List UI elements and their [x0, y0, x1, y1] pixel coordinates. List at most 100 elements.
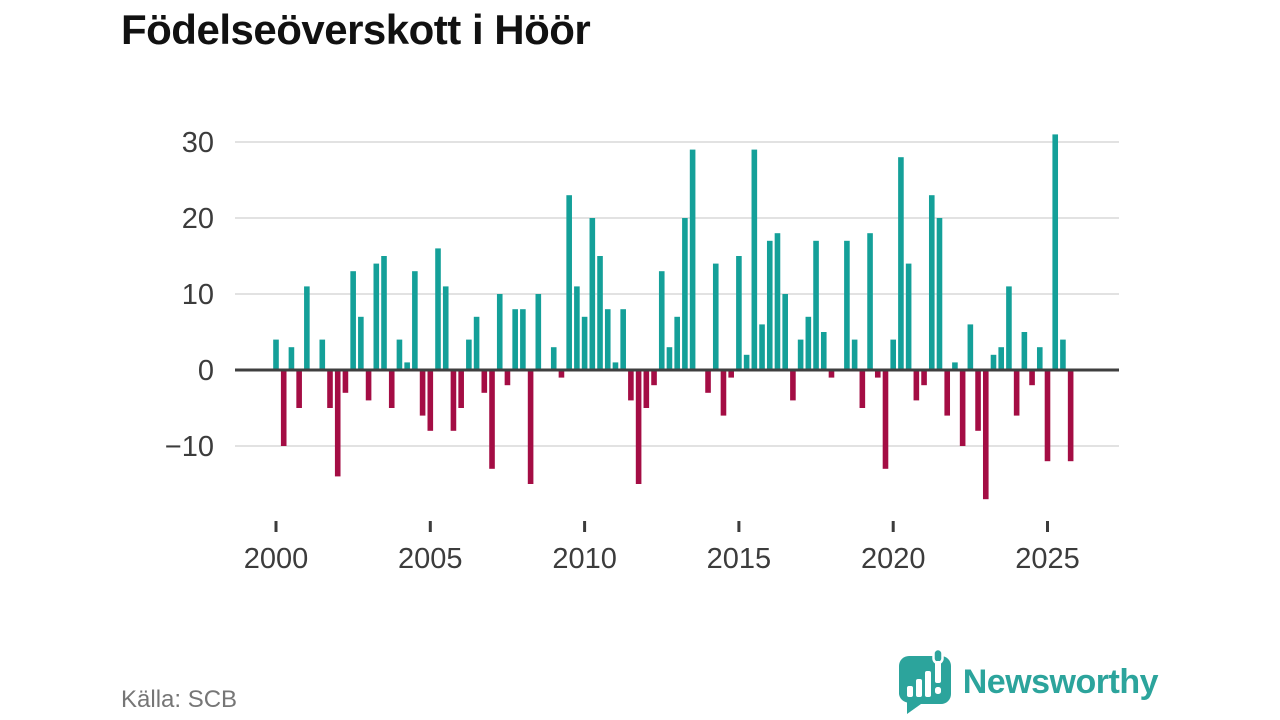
bar	[481, 370, 488, 393]
bar	[365, 370, 372, 401]
bar	[743, 354, 750, 370]
bar	[358, 316, 364, 370]
bar	[566, 195, 572, 370]
bar	[1060, 339, 1066, 370]
bar	[712, 263, 719, 370]
bar	[651, 370, 657, 386]
bar	[658, 271, 665, 370]
bar	[1021, 332, 1028, 370]
x-axis-tick-label: 2000	[244, 543, 309, 575]
bar-small	[906, 686, 913, 697]
bar	[736, 256, 742, 370]
bar	[550, 347, 557, 370]
bar	[936, 218, 943, 370]
bar	[520, 309, 526, 370]
bar	[612, 362, 619, 370]
bar	[790, 370, 796, 401]
bar	[874, 370, 881, 378]
bar	[334, 370, 341, 477]
bar	[342, 370, 349, 393]
bar	[458, 370, 464, 408]
bar	[1036, 347, 1043, 370]
bar	[504, 370, 511, 386]
bar	[396, 339, 403, 370]
bar	[388, 370, 395, 408]
bar	[304, 286, 310, 370]
bar	[419, 370, 426, 416]
bar	[604, 309, 611, 370]
bar	[597, 256, 603, 370]
x-axis-tick-label: 2005	[398, 543, 463, 575]
x-axis-tick-label: 2020	[861, 543, 926, 575]
bar	[975, 370, 981, 431]
bar	[1044, 370, 1051, 462]
bar	[404, 362, 410, 370]
bar	[844, 240, 850, 370]
bar	[319, 339, 326, 370]
bar	[381, 256, 387, 370]
chart-title: Födelseöverskott i Höör	[121, 6, 591, 53]
bar	[350, 271, 356, 370]
x-axis-tick-label: 2025	[1015, 543, 1080, 575]
bar	[643, 370, 650, 408]
bar	[581, 316, 588, 370]
bar	[982, 370, 989, 500]
bar	[867, 233, 873, 370]
bar	[327, 370, 333, 408]
bar	[820, 332, 827, 370]
brand-name: Newsworthy	[962, 662, 1159, 701]
bar	[882, 370, 889, 469]
bar	[1052, 134, 1059, 370]
bar	[635, 370, 642, 484]
bar	[705, 370, 711, 393]
bar	[280, 370, 287, 446]
bar	[1029, 370, 1035, 386]
bar	[288, 347, 295, 370]
bar	[944, 370, 951, 416]
bar	[913, 370, 920, 401]
bar	[450, 370, 457, 431]
bar	[859, 370, 866, 408]
bar	[928, 195, 935, 370]
bar	[1013, 370, 1020, 416]
bar	[766, 240, 773, 370]
bar	[905, 263, 912, 370]
newsworthy-logo-icon	[898, 650, 951, 714]
bar	[751, 149, 758, 370]
bar	[998, 347, 1005, 370]
y-axis-tick-label: 20	[182, 203, 214, 235]
bar	[496, 294, 503, 370]
bar-medium	[915, 679, 922, 697]
y-axis-tick-label: −10	[165, 431, 214, 463]
bar	[952, 362, 958, 370]
source-note: Källa: SCB	[121, 686, 238, 713]
bar	[412, 271, 418, 370]
bar-large	[924, 671, 931, 697]
bar	[666, 347, 673, 370]
bar	[1067, 370, 1074, 462]
bar	[990, 354, 997, 370]
bar	[512, 309, 518, 370]
bar	[890, 339, 896, 370]
bar	[805, 316, 812, 370]
bar	[674, 316, 680, 370]
bar	[628, 370, 634, 401]
bar	[574, 286, 580, 370]
bar	[435, 248, 441, 370]
bar	[473, 316, 480, 370]
bar	[851, 339, 858, 370]
bar	[828, 370, 835, 378]
y-axis-tick-label: 10	[182, 279, 214, 311]
x-axis-tick-label: 2015	[707, 543, 772, 575]
bar	[296, 370, 302, 408]
exclamation-dot	[934, 687, 941, 694]
bar	[921, 370, 927, 386]
bar	[797, 339, 804, 370]
bar	[273, 339, 279, 370]
y-axis-tick-label: 0	[198, 355, 214, 387]
bar	[466, 339, 472, 370]
bar	[720, 370, 727, 416]
bar	[427, 370, 434, 431]
y-axis-tick-label: 30	[182, 127, 214, 159]
